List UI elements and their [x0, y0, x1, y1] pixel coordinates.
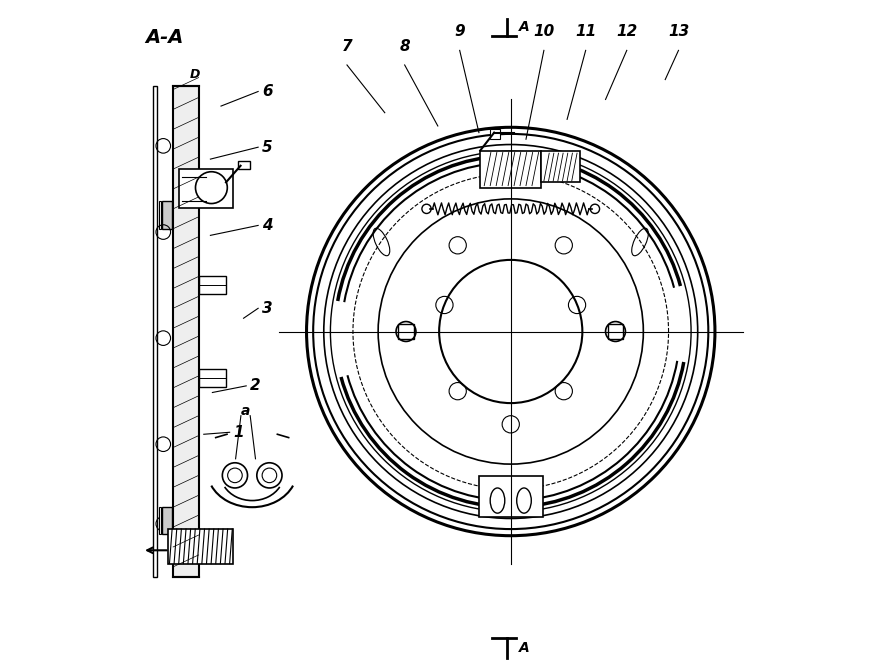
Circle shape: [396, 322, 416, 341]
Circle shape: [222, 463, 248, 488]
Text: 9: 9: [454, 25, 465, 39]
Bar: [173, 86, 199, 577]
Text: A: A: [519, 19, 529, 34]
Bar: [199, 276, 226, 294]
Circle shape: [606, 322, 626, 341]
Bar: [398, 324, 414, 339]
Bar: [158, 507, 162, 534]
Text: 3: 3: [262, 301, 273, 316]
Bar: [158, 201, 162, 229]
Circle shape: [196, 172, 228, 204]
Text: 2: 2: [250, 379, 261, 393]
Text: 11: 11: [575, 25, 596, 39]
Text: 1: 1: [234, 425, 244, 440]
Bar: [481, 151, 541, 188]
Bar: [479, 476, 542, 517]
Bar: [163, 201, 172, 229]
Text: 13: 13: [668, 25, 689, 39]
Text: 4: 4: [262, 218, 273, 233]
Bar: [489, 129, 501, 139]
Bar: [607, 324, 623, 339]
Bar: [163, 507, 172, 534]
Bar: [237, 161, 249, 169]
Text: D: D: [189, 68, 200, 81]
Circle shape: [257, 463, 282, 488]
Text: 5: 5: [262, 140, 273, 154]
Text: a: a: [241, 404, 250, 418]
Bar: [199, 369, 226, 387]
Text: A: A: [519, 641, 529, 656]
Bar: [168, 529, 233, 564]
Text: A-A: A-A: [145, 28, 183, 46]
Bar: [179, 169, 233, 208]
Text: 7: 7: [342, 39, 352, 54]
Bar: [541, 151, 580, 182]
Text: 6: 6: [262, 84, 273, 99]
Text: 10: 10: [534, 25, 554, 39]
Text: 12: 12: [616, 25, 637, 39]
Bar: [153, 86, 157, 577]
Text: 8: 8: [400, 39, 410, 54]
